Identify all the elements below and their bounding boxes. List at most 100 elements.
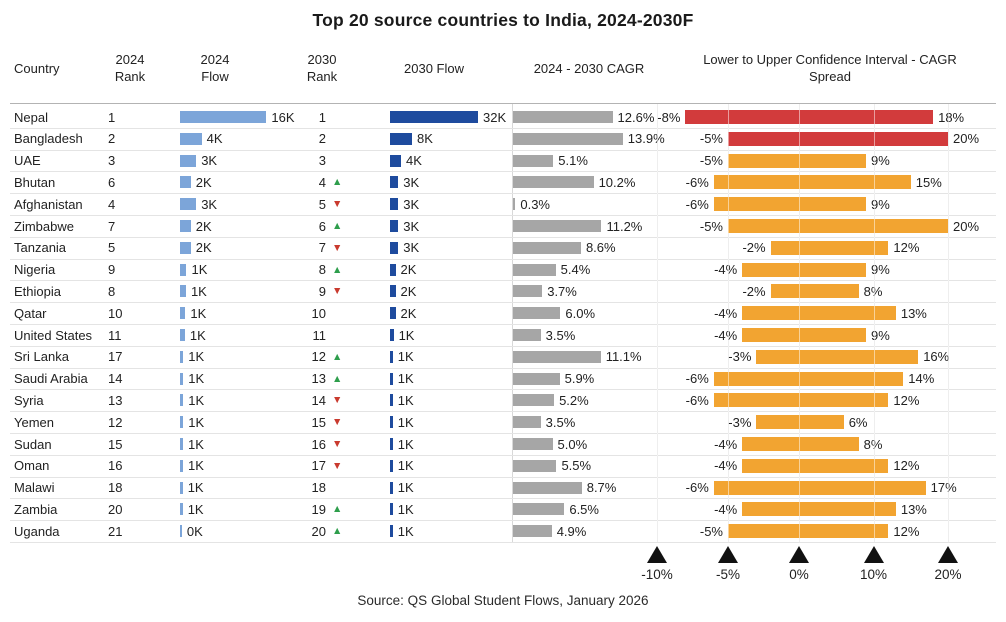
cagr-bar <box>513 220 602 232</box>
rank-2030-value: 3 <box>318 153 326 169</box>
rank-2024-value: 15 <box>108 436 123 452</box>
table-row: United States 11 1K 11 1K 3.5% -4% 9% <box>10 324 996 347</box>
cagr-label: 5.0% <box>557 436 588 452</box>
rank-2030-value: 11 <box>312 327 327 343</box>
axis-tick-label: 10% <box>859 567 888 582</box>
table-row: Sudan 15 1K 16 ▼ 1K 5.0% -4% 8% <box>10 433 996 456</box>
cagr-bar <box>513 176 594 189</box>
cagr-label: 4.9% <box>556 523 587 539</box>
table-row: Ethiopia 8 1K 9 ▼ 2K 3.7% -2% 8% <box>10 280 996 304</box>
cagr-bar <box>513 416 541 429</box>
ci-high-label: 8% <box>864 284 883 299</box>
ci-high-label: 20% <box>953 131 980 147</box>
cagr-bar <box>513 372 560 385</box>
ci-low-label: -6% <box>685 371 709 387</box>
flow-2030-label: 3K <box>403 196 420 212</box>
flow-2024-bar <box>180 263 187 276</box>
table-row: Nigeria 9 1K 8 ▲ 2K 5.4% -4% 9% <box>10 259 996 282</box>
rank-2030-value: 16 <box>311 436 326 452</box>
rank-2024-value: 10 <box>108 305 123 321</box>
flow-2024-bar <box>180 329 185 341</box>
ci-low-label: -6% <box>685 196 709 212</box>
cagr-label: 5.1% <box>558 153 588 169</box>
flow-2030-label: 8K <box>417 131 433 147</box>
ci-bar <box>770 284 859 299</box>
flow-2024-label: 0K <box>186 523 203 539</box>
ci-low-label: -5% <box>699 131 723 147</box>
rank-down-icon: ▼ <box>332 285 343 298</box>
ci-gridline-overlay <box>728 104 729 542</box>
flow-2024-label: 1K <box>187 458 204 474</box>
ci-high-label: 8% <box>864 437 883 452</box>
cagr-bar <box>513 198 516 211</box>
flow-2024-label: 2K <box>195 218 212 234</box>
flow-2024-label: 1K <box>190 283 207 299</box>
rank-up-icon: ▲ <box>332 176 343 189</box>
cagr-label: 10.2% <box>598 174 636 190</box>
rank-2024-value: 7 <box>108 218 116 234</box>
rank-2024-value: 21 <box>108 523 123 539</box>
country-label: Syria <box>14 392 44 408</box>
country-label: Afghanistan <box>14 196 83 212</box>
cagr-label: 12.6% <box>617 109 655 125</box>
flow-2024-bar <box>180 132 202 145</box>
rank-2024-value: 6 <box>108 174 116 190</box>
column-header-ci-spread: Lower to Upper Confidence Interval - CAG… <box>703 52 957 84</box>
flow-2030-bar <box>390 329 394 341</box>
country-label: Malawi <box>14 480 55 496</box>
axis-tick-label: 0% <box>789 567 809 582</box>
flow-2024-bar <box>180 372 184 385</box>
flow-2030-label: 2K <box>400 283 417 299</box>
column-header-2030-rank: 2030 Rank <box>306 52 338 84</box>
flow-2024-label: 1K <box>191 262 208 278</box>
flow-2030-bar <box>390 394 393 407</box>
cagr-bar <box>513 285 543 298</box>
ci-bar <box>728 524 889 539</box>
country-label: Nigeria <box>14 262 56 278</box>
cagr-label: 3.7% <box>547 283 577 299</box>
country-label: Zimbabwe <box>14 218 74 234</box>
flow-2030-label: 1K <box>397 392 414 408</box>
flow-2024-label: 1K <box>189 327 206 343</box>
rank-2030-value: 4 <box>318 174 326 190</box>
cagr-bar <box>513 132 623 145</box>
cagr-label: 13.9% <box>627 131 665 147</box>
flow-2024-bar <box>180 481 183 494</box>
rank-2024-value: 17 <box>108 349 123 365</box>
ci-bar <box>728 153 867 168</box>
table-row: Malawi 18 1K 18 1K 8.7% -6% 17% <box>10 477 996 500</box>
ci-high-label: 12% <box>893 458 920 474</box>
rank-2024-value: 9 <box>108 262 116 278</box>
flow-2024-bar <box>180 154 197 167</box>
flow-2030-label: 3K <box>403 218 420 234</box>
ci-low-label: -4% <box>714 305 738 321</box>
table-row: Afghanistan 4 3K 5 ▼ 3K 0.3% -6% 9% <box>10 193 996 216</box>
cagr-axis-line <box>512 104 513 542</box>
flow-2030-label: 1K <box>397 349 414 365</box>
cagr-bar <box>513 241 581 254</box>
axis-marker-icon <box>789 546 809 563</box>
ci-high-label: 13% <box>900 305 927 321</box>
table-row: UAE 3 3K 3 4K 5.1% -5% 9% <box>10 150 996 173</box>
flow-2024-bar <box>180 176 191 189</box>
column-header-cagr: 2024 - 2030 CAGR <box>533 61 645 76</box>
table-row: Saudi Arabia 14 1K 13 ▲ 1K 5.9% -6% 14% <box>10 368 996 391</box>
rank-2030-value: 1 <box>318 109 326 125</box>
flow-2024-bar <box>180 198 197 211</box>
axis-tick-label: -10% <box>641 567 673 582</box>
ci-low-label: -5% <box>699 523 723 539</box>
cagr-bar <box>513 307 561 320</box>
rank-2024-value: 14 <box>108 371 123 387</box>
ci-bar <box>742 262 867 277</box>
flow-2030-bar <box>390 525 393 538</box>
ci-low-label: -4% <box>714 327 738 343</box>
ci-high-label: 12% <box>893 392 920 408</box>
country-label: UAE <box>14 153 41 169</box>
flow-2024-bar <box>180 459 183 472</box>
cagr-label: 5.4% <box>560 262 591 278</box>
cagr-bar <box>513 438 553 450</box>
ci-bar <box>756 349 919 364</box>
flow-2030-bar <box>390 154 401 167</box>
flow-2030-label: 1K <box>398 327 415 343</box>
ci-high-label: 17% <box>930 480 957 496</box>
